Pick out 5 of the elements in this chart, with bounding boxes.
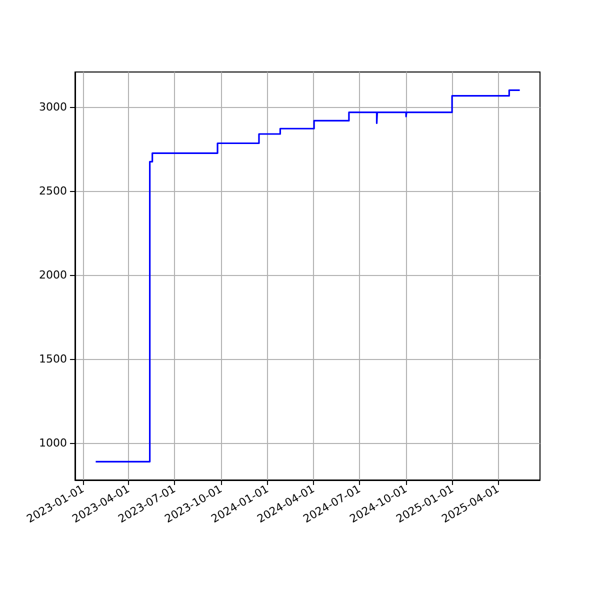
y-tick-label: 1500 xyxy=(39,352,67,366)
y-tick-label: 3000 xyxy=(39,100,67,114)
y-tick-label: 1000 xyxy=(39,436,67,450)
y-tick-label: 2500 xyxy=(39,184,67,198)
y-tick-label: 2000 xyxy=(39,268,67,282)
